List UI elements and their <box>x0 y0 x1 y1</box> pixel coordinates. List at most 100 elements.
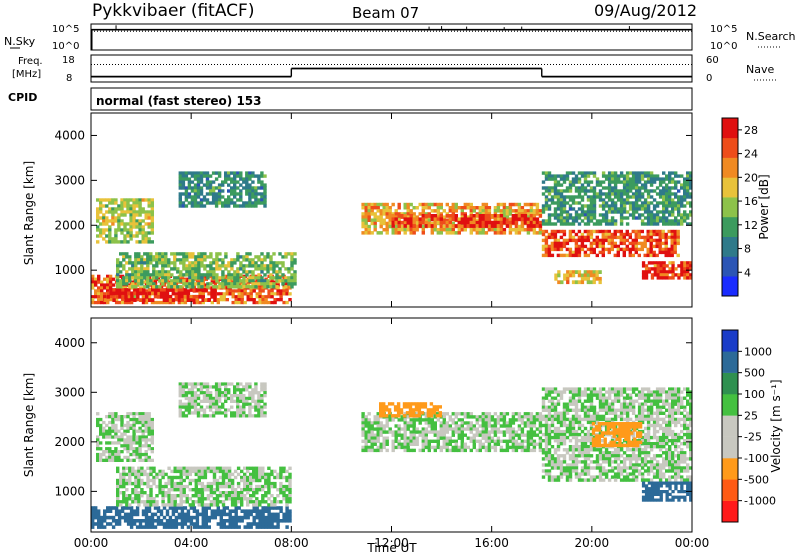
heat-cell <box>439 202 443 207</box>
heat-cell <box>664 244 668 249</box>
heat-cell <box>565 238 570 243</box>
heat-cell <box>580 189 585 193</box>
heat-cell <box>134 497 138 501</box>
heat-cell <box>188 270 192 274</box>
heat-cell <box>218 285 222 289</box>
heat-cell <box>216 506 220 510</box>
heat-cell <box>221 285 225 289</box>
heat-cell <box>119 472 123 477</box>
heat-cell <box>227 478 232 483</box>
heat-cell <box>233 276 237 280</box>
heat-cell <box>433 439 437 443</box>
heat-cell <box>249 292 253 296</box>
heat-cell <box>583 244 588 249</box>
heat-cell <box>276 488 280 492</box>
heat-cell <box>481 206 485 210</box>
heat-cell <box>207 519 211 523</box>
heat-cell <box>568 189 573 193</box>
heat-cell <box>119 285 123 289</box>
heat-cell <box>442 442 446 446</box>
heat-cell <box>218 267 222 271</box>
heat-cell <box>126 447 130 451</box>
heat-cell <box>159 291 164 296</box>
heat-cell <box>260 270 264 274</box>
heat-cell <box>202 171 207 175</box>
heat-cell <box>631 210 636 214</box>
heat-cell <box>619 195 624 199</box>
heat-cell <box>631 238 635 243</box>
heat-cell <box>607 189 612 193</box>
heat-cell <box>568 213 573 217</box>
heat-cell <box>433 433 437 437</box>
heat-cell <box>655 213 660 217</box>
heat-cell <box>202 174 207 178</box>
heat-cell <box>460 436 464 440</box>
heat-cell <box>463 421 467 425</box>
heat-cell <box>406 209 410 213</box>
heat-cell <box>230 180 234 184</box>
heat-cell <box>686 174 690 178</box>
heat-cell <box>230 414 234 418</box>
heat-cell <box>662 216 666 220</box>
heat-cell <box>442 218 446 222</box>
heat-cell <box>409 442 413 446</box>
heat-cell <box>237 289 241 293</box>
heat-cell <box>403 221 407 226</box>
heat-cell <box>178 204 182 208</box>
heat-cell <box>273 500 277 504</box>
heat-cell <box>658 195 663 199</box>
heat-cell <box>125 276 129 280</box>
heat-cell <box>240 478 244 483</box>
heat-cell <box>100 519 104 523</box>
heat-cell <box>217 396 222 401</box>
heat-cell <box>442 220 446 225</box>
heat-cell <box>257 273 261 277</box>
heat-cell <box>379 421 383 425</box>
heat-cell <box>164 472 168 477</box>
heat-cell <box>424 439 428 443</box>
heat-cell <box>406 220 410 225</box>
heat-cell <box>230 484 235 489</box>
heat-cell <box>652 250 656 255</box>
heat-cell <box>125 503 129 507</box>
heat-cell <box>538 224 543 228</box>
heat-cell <box>249 472 253 477</box>
heat-cell <box>254 195 258 199</box>
heat-cell <box>96 210 100 214</box>
heat-cell <box>592 241 596 246</box>
heat-cell <box>99 447 103 451</box>
heat-cell <box>550 189 555 193</box>
heat-cell <box>689 174 693 178</box>
heat-cell <box>680 198 684 202</box>
heat-cell <box>670 250 674 255</box>
heat-cell <box>288 478 292 483</box>
heat-cell <box>580 238 585 243</box>
heat-cell <box>117 240 121 244</box>
heat-cell <box>481 202 485 207</box>
heat-cell <box>245 177 249 181</box>
heat-cell <box>610 177 615 181</box>
heat-cell <box>269 273 273 277</box>
heat-cell <box>212 503 217 507</box>
heat-cell <box>279 484 283 489</box>
heat-cell <box>376 436 380 440</box>
heat-cell <box>178 414 182 418</box>
heat-cell <box>263 391 267 395</box>
heat-cell <box>102 452 106 457</box>
heat-cell <box>158 285 162 289</box>
heat-cell <box>673 247 677 252</box>
heat-cell <box>146 497 150 501</box>
heat-cell <box>248 394 252 398</box>
heat-cell <box>532 231 537 235</box>
heat-cell <box>150 240 154 244</box>
heat-cell <box>129 447 133 451</box>
heat-cell <box>230 500 235 504</box>
heat-cell <box>206 255 210 259</box>
heat-cell <box>517 224 522 229</box>
heat-cell <box>680 222 684 226</box>
heat-cell <box>562 174 567 178</box>
heat-cell <box>246 512 250 517</box>
heat-cell <box>409 217 413 222</box>
heat-cell <box>181 388 186 392</box>
heat-cell <box>619 204 624 208</box>
